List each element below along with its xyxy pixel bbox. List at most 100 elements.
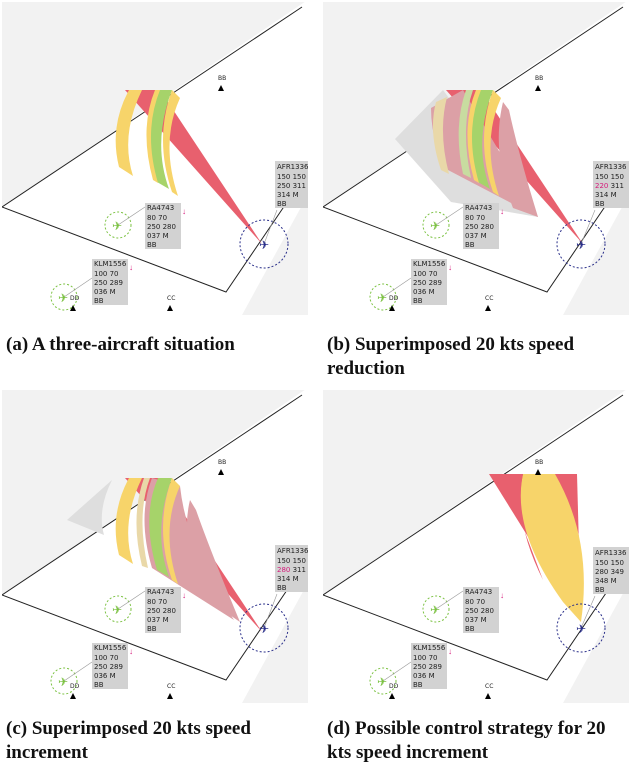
svg-text:280 349: 280 349 bbox=[595, 568, 624, 576]
svg-text:150 150: 150 150 bbox=[595, 173, 624, 181]
svg-text:CC: CC bbox=[167, 683, 175, 690]
svg-text:280 311: 280 311 bbox=[277, 566, 306, 574]
svg-text:100 70: 100 70 bbox=[94, 270, 119, 278]
svg-text:↓: ↓ bbox=[448, 263, 452, 272]
svg-text:✈: ✈ bbox=[259, 622, 269, 636]
waypoint-cc: CC bbox=[167, 683, 175, 699]
waypoint-bb: BB bbox=[535, 459, 543, 475]
svg-text:BB: BB bbox=[147, 625, 157, 633]
svg-text:RA4743: RA4743 bbox=[465, 204, 492, 212]
svg-text:RA4743: RA4743 bbox=[147, 588, 174, 596]
caption-c: (c) Superimposed 20 kts speed increment bbox=[6, 718, 251, 763]
svg-text:DD: DD bbox=[70, 295, 80, 302]
svg-text:250 280: 250 280 bbox=[147, 607, 176, 615]
svg-text:80 70: 80 70 bbox=[147, 598, 167, 606]
svg-text:250 280: 250 280 bbox=[465, 223, 494, 231]
waypoint-bb: BB bbox=[535, 75, 543, 91]
aircraft-afr1336[interactable]: ✈ AFR1336 150 150 280 349 348 M BB bbox=[556, 547, 629, 653]
svg-text:BB: BB bbox=[218, 459, 226, 466]
svg-text:↓: ↓ bbox=[182, 207, 186, 216]
svg-text:BB: BB bbox=[94, 297, 104, 305]
svg-text:AFR1336: AFR1336 bbox=[277, 163, 308, 171]
svg-text:150 150: 150 150 bbox=[595, 559, 624, 567]
svg-text:✈: ✈ bbox=[430, 603, 440, 617]
waypoint-cc: CC bbox=[485, 295, 493, 311]
svg-text:BB: BB bbox=[535, 459, 543, 466]
aircraft-klm1556[interactable]: ✈ KLM1556 100 70 250 289 036 M BB ↓ bbox=[50, 259, 133, 311]
waypoint-dd: DD bbox=[70, 683, 80, 699]
panel-c: BB CC DD ✈ AFR1336 150 150 280 311 314 M… bbox=[2, 390, 308, 703]
svg-text:80 70: 80 70 bbox=[465, 214, 485, 222]
svg-text:KLM1556: KLM1556 bbox=[413, 644, 446, 652]
svg-text:RA4743: RA4743 bbox=[465, 588, 492, 596]
svg-text:150 150: 150 150 bbox=[277, 173, 306, 181]
svg-text:↓: ↓ bbox=[129, 263, 133, 272]
svg-text:250 280: 250 280 bbox=[465, 607, 494, 615]
svg-text:↓: ↓ bbox=[448, 647, 452, 656]
svg-text:250 289: 250 289 bbox=[413, 279, 442, 287]
svg-text:RA4743: RA4743 bbox=[147, 204, 174, 212]
aircraft-afr1336[interactable]: ✈ AFR1336 150 150 220 311 314 M BB bbox=[556, 161, 629, 269]
panel-a: BB CC DD ✈ AFR1336 150 150 250 311 314 M… bbox=[2, 2, 308, 315]
waypoint-dd: DD bbox=[389, 295, 399, 311]
aircraft-ra4743[interactable]: ✈ RA4743 80 70 250 280 037 M BB ↓ bbox=[104, 587, 186, 633]
svg-text:↓: ↓ bbox=[500, 207, 504, 216]
svg-text:100 70: 100 70 bbox=[94, 654, 119, 662]
aircraft-afr1336[interactable]: ✈ AFR1336 150 150 250 311 314 M BB bbox=[239, 161, 308, 269]
svg-text:✈: ✈ bbox=[377, 675, 387, 689]
aircraft-afr1336[interactable]: ✈ AFR1336 150 150 280 311 314 M BB bbox=[239, 545, 308, 653]
svg-text:250 311: 250 311 bbox=[277, 182, 306, 190]
panel-d: BB CC DD ✈ AFR1336 150 150 280 349 348 M… bbox=[323, 390, 629, 703]
svg-text:DD: DD bbox=[389, 683, 399, 690]
aircraft-ra4743[interactable]: ✈ RA4743 80 70 250 280 037 M BB ↓ bbox=[104, 203, 186, 249]
svg-text:↓: ↓ bbox=[500, 591, 504, 600]
svg-text:100 70: 100 70 bbox=[413, 270, 438, 278]
aircraft-klm1556[interactable]: ✈ KLM1556 100 70 250 289 036 M BB ↓ bbox=[369, 259, 452, 311]
svg-text:AFR1336: AFR1336 bbox=[277, 547, 308, 555]
svg-text:314 M: 314 M bbox=[595, 191, 617, 199]
svg-text:✈: ✈ bbox=[112, 603, 122, 617]
svg-text:250 289: 250 289 bbox=[413, 663, 442, 671]
svg-text:036 M: 036 M bbox=[94, 288, 116, 296]
svg-text:250 280: 250 280 bbox=[147, 223, 176, 231]
waypoint-cc: CC bbox=[167, 295, 175, 311]
waypoint-dd: DD bbox=[70, 295, 80, 311]
svg-text:348 M: 348 M bbox=[595, 577, 617, 585]
aircraft-klm1556[interactable]: ✈ KLM1556 100 70 250 289 036 M BB ↓ bbox=[369, 643, 452, 695]
svg-text:✈: ✈ bbox=[430, 219, 440, 233]
svg-text:KLM1556: KLM1556 bbox=[413, 260, 446, 268]
panel-b: BB CC DD ✈ AFR1336 150 150 220 311 314 M… bbox=[323, 2, 629, 315]
conflict-wedge bbox=[67, 478, 262, 632]
svg-text:037 M: 037 M bbox=[147, 232, 169, 240]
conflict-wedge bbox=[115, 90, 262, 244]
aircraft-ra4743[interactable]: ✈ RA4743 80 70 250 280 037 M BB ↓ bbox=[422, 587, 504, 633]
svg-text:BB: BB bbox=[465, 625, 475, 633]
conflict-wedge bbox=[395, 90, 583, 244]
svg-text:314 M: 314 M bbox=[277, 191, 299, 199]
svg-text:BB: BB bbox=[535, 75, 543, 82]
svg-text:BB: BB bbox=[277, 584, 287, 592]
svg-text:BB: BB bbox=[218, 75, 226, 82]
svg-text:AFR1336: AFR1336 bbox=[595, 163, 627, 171]
svg-text:AFR1336: AFR1336 bbox=[595, 549, 627, 557]
svg-text:DD: DD bbox=[70, 683, 80, 690]
svg-text:✈: ✈ bbox=[58, 291, 68, 305]
svg-text:BB: BB bbox=[465, 241, 475, 249]
svg-text:KLM1556: KLM1556 bbox=[94, 260, 127, 268]
aircraft-klm1556[interactable]: ✈ KLM1556 100 70 250 289 036 M BB ↓ bbox=[50, 643, 133, 695]
caption-b: (b) Superimposed 20 kts speed reduction bbox=[327, 334, 575, 379]
svg-text:KLM1556: KLM1556 bbox=[94, 644, 127, 652]
svg-text:037 M: 037 M bbox=[147, 616, 169, 624]
svg-text:↓: ↓ bbox=[129, 647, 133, 656]
svg-text:BB: BB bbox=[94, 681, 104, 689]
svg-text:250 289: 250 289 bbox=[94, 279, 123, 287]
svg-text:✈: ✈ bbox=[112, 219, 122, 233]
svg-text:037 M: 037 M bbox=[465, 232, 487, 240]
svg-text:BB: BB bbox=[595, 586, 605, 594]
conflict-wedge bbox=[489, 474, 584, 622]
svg-text:✈: ✈ bbox=[576, 238, 586, 252]
caption-d: (d) Possible control strategy for 20 kts… bbox=[327, 718, 606, 763]
svg-text:CC: CC bbox=[167, 295, 175, 302]
aircraft-ra4743[interactable]: ✈ RA4743 80 70 250 280 037 M BB ↓ bbox=[422, 203, 504, 249]
waypoint-bb: BB bbox=[218, 75, 226, 91]
